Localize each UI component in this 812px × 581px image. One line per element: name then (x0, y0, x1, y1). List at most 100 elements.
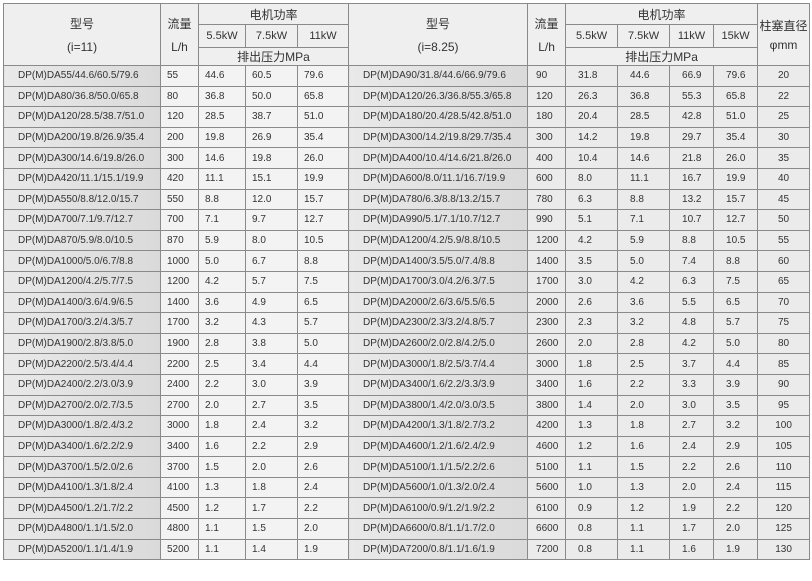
left-pressure-cell: 38.7 (245, 106, 298, 128)
right-model-cell: DP(M)DA1700/3.0/4.2/6.3/7.5 (348, 270, 529, 293)
left-model-cell: DP(M)DA1900/2.8/3.8/5.0 (3, 332, 161, 355)
right-model-cell: DP(M)DA4600/1.2/1.6/2.4/2.9 (348, 435, 529, 458)
table-body: DP(M)DA55/44.6/60.5/79.6 55 44.6 60.5 79.6 DP… (3, 65, 811, 561)
left-pressure-cell: 5.0 (198, 250, 246, 272)
right-model-cell: DP(M)DA1400/3.5/5.0/7.4/8.8 (348, 250, 529, 272)
left-model-cell: DP(M)DA700/7.1/9.7/12.7 (3, 209, 161, 231)
table-row: DP(M)DA1400/3.6/4.9/6.5 1400 3.6 4.9 6.5 DP(M… (3, 291, 811, 314)
right-pressure-cell: 26.3 (565, 85, 619, 108)
right-pressure-cell: 4.2 (669, 332, 715, 355)
piston-diameter-cell: 130 (757, 538, 811, 561)
left-pressure-cell: 2.2 (198, 373, 246, 396)
right-pressure-cell: 51.0 (713, 106, 759, 128)
piston-diameter-cell: 75 (757, 312, 811, 334)
left-pressure-cell: 1.4 (245, 538, 298, 561)
right-pressure-cell: 2.2 (669, 456, 715, 478)
left-flow-cell: 4800 (160, 518, 199, 540)
left-pressure-cell: 50.0 (245, 85, 298, 108)
right-pressure-cell: 6.3 (565, 188, 619, 211)
right-flow-cell: 3400 (527, 373, 567, 396)
left-model-cell: DP(M)DA3700/1.5/2.0/2.6 (3, 456, 161, 478)
right-pressure-cell: 12.7 (713, 209, 759, 231)
left-pressure-cell: 35.4 (296, 126, 350, 149)
left-model-cell: DP(M)DA2700/2.0/2.7/3.5 (3, 394, 161, 417)
power-7-5kw: 7.5kW (245, 24, 298, 48)
left-flow-cell: 1400 (160, 291, 199, 314)
left-pressure-cell: 60.5 (245, 65, 298, 87)
piston-diameter-cell: 50 (757, 209, 811, 231)
right-pressure-cell: 3.9 (713, 373, 759, 396)
left-pressure-cell: 1.7 (245, 497, 298, 520)
right-pressure-cell: 2.6 (713, 456, 759, 478)
right-model-cell: DP(M)DA6100/0.9/1.2/1.9/2.2 (348, 497, 529, 520)
table-row: DP(M)DA1200/4.2/5.7/7.5 1200 4.2 5.7 7.5 DP(M… (3, 270, 811, 293)
right-flow-cell: 400 (527, 147, 567, 169)
left-pressure-cell: 12.0 (245, 188, 298, 211)
right-flow-cell: 2300 (527, 312, 567, 334)
piston-diameter-cell: 25 (757, 106, 811, 128)
left-flow-cell: 2200 (160, 353, 199, 375)
table-row: DP(M)DA4800/1.1/1.5/2.0 4800 1.1 1.5 2.0 DP(M… (3, 518, 811, 540)
right-pressure-cell: 1.7 (669, 518, 715, 540)
left-pressure-cell: 5.9 (198, 229, 246, 252)
table-row: DP(M)DA2700/2.0/2.7/3.5 2700 2.0 2.7 3.5 DP(M… (3, 394, 811, 417)
left-pressure-cell: 65.8 (296, 85, 350, 108)
left-flow-cell: 870 (160, 229, 199, 252)
table-row: DP(M)DA420/11.1/15.1/19.9 420 11.1 15.1 19.9… (3, 167, 811, 190)
piston-diameter-cell: 120 (757, 497, 811, 520)
left-pressure-cell: 2.9 (296, 435, 350, 458)
left-pressure-cell: 3.2 (296, 415, 350, 437)
left-pressure-cell: 2.8 (198, 332, 246, 355)
right-pressure-cell: 26.0 (713, 147, 759, 169)
right-flow-cell: 990 (527, 209, 567, 231)
table-header: 型号 (i=11) 流量 L/h 电机功率 型号 (i=8.25) 流量 L/h 电机功… (3, 3, 811, 66)
right-pressure-cell: 3.2 (617, 312, 671, 334)
right-pressure-cell: 4.8 (669, 312, 715, 334)
right-pressure-cell: 1.9 (669, 497, 715, 520)
right-pressure-cell: 55.3 (669, 85, 715, 108)
left-pressure-cell: 11.1 (198, 167, 246, 190)
piston-diameter-cell: 110 (757, 456, 811, 478)
flow-label: 流量 (534, 17, 559, 31)
left-pressure-cell: 15.1 (245, 167, 298, 190)
right-flow-cell: 6600 (527, 518, 567, 540)
left-model-cell: DP(M)DA2200/2.5/3.4/4.4 (3, 353, 161, 375)
left-pressure-cell: 28.5 (198, 106, 246, 128)
right-pressure-cell: 31.8 (565, 65, 619, 87)
left-model-cell: DP(M)DA80/36.8/50.0/65.8 (3, 85, 161, 108)
table-row: DP(M)DA5200/1.1/1.4/1.9 5200 1.1 1.4 1.9 DP(M… (3, 538, 811, 561)
left-flow-cell: 5200 (160, 538, 199, 561)
power-11kw: 11kW (669, 24, 715, 48)
left-model-cell: DP(M)DA200/19.8/26.9/35.4 (3, 126, 161, 149)
left-pressure-cell: 3.4 (245, 353, 298, 375)
right-pressure-cell: 3.0 (669, 394, 715, 417)
right-pressure-cell: 5.0 (713, 332, 759, 355)
right-pressure-cell: 15.7 (713, 188, 759, 211)
right-pressure-cell: 2.4 (669, 435, 715, 458)
left-model-cell: DP(M)DA4800/1.1/1.5/2.0 (3, 518, 161, 540)
left-pressure-cell: 1.6 (198, 435, 246, 458)
table-row: DP(M)DA55/44.6/60.5/79.6 55 44.6 60.5 79.6 DP… (3, 65, 811, 87)
left-pressure-cell: 51.0 (296, 106, 350, 128)
left-flow-cell: 1200 (160, 270, 199, 293)
right-pressure-cell: 3.3 (669, 373, 715, 396)
left-pressure-cell: 15.7 (296, 188, 350, 211)
right-pressure-cell: 14.2 (565, 126, 619, 149)
table-row: DP(M)DA870/5.9/8.0/10.5 870 5.9 8.0 10.5 DP(M… (3, 229, 811, 252)
right-model-cell: DP(M)DA2600/2.0/2.8/4.2/5.0 (348, 332, 529, 355)
right-pressure-cell: 1.4 (565, 394, 619, 417)
right-model-cell: DP(M)DA400/10.4/14.6/21.8/26.0 (348, 147, 529, 169)
left-pressure-cell: 5.7 (245, 270, 298, 293)
left-pressure-header: 排出压力MPa (197, 47, 350, 66)
right-pressure-cell: 2.9 (713, 435, 759, 458)
piston-diameter-cell: 80 (757, 332, 811, 355)
piston-diameter-cell: 65 (757, 270, 811, 293)
right-pressure-cell: 44.6 (617, 65, 671, 87)
right-pressure-cell: 3.6 (617, 291, 671, 314)
left-model-cell: DP(M)DA4500/1.2/1.7/2.2 (3, 497, 161, 520)
right-pressure-cell: 2.3 (565, 312, 619, 334)
piston-diameter-cell: 85 (757, 353, 811, 375)
right-model-cell: DP(M)DA780/6.3/8.8/13.2/15.7 (348, 188, 529, 211)
right-pressure-cell: 0.8 (565, 538, 619, 561)
left-pressure-cell: 4.9 (245, 291, 298, 314)
